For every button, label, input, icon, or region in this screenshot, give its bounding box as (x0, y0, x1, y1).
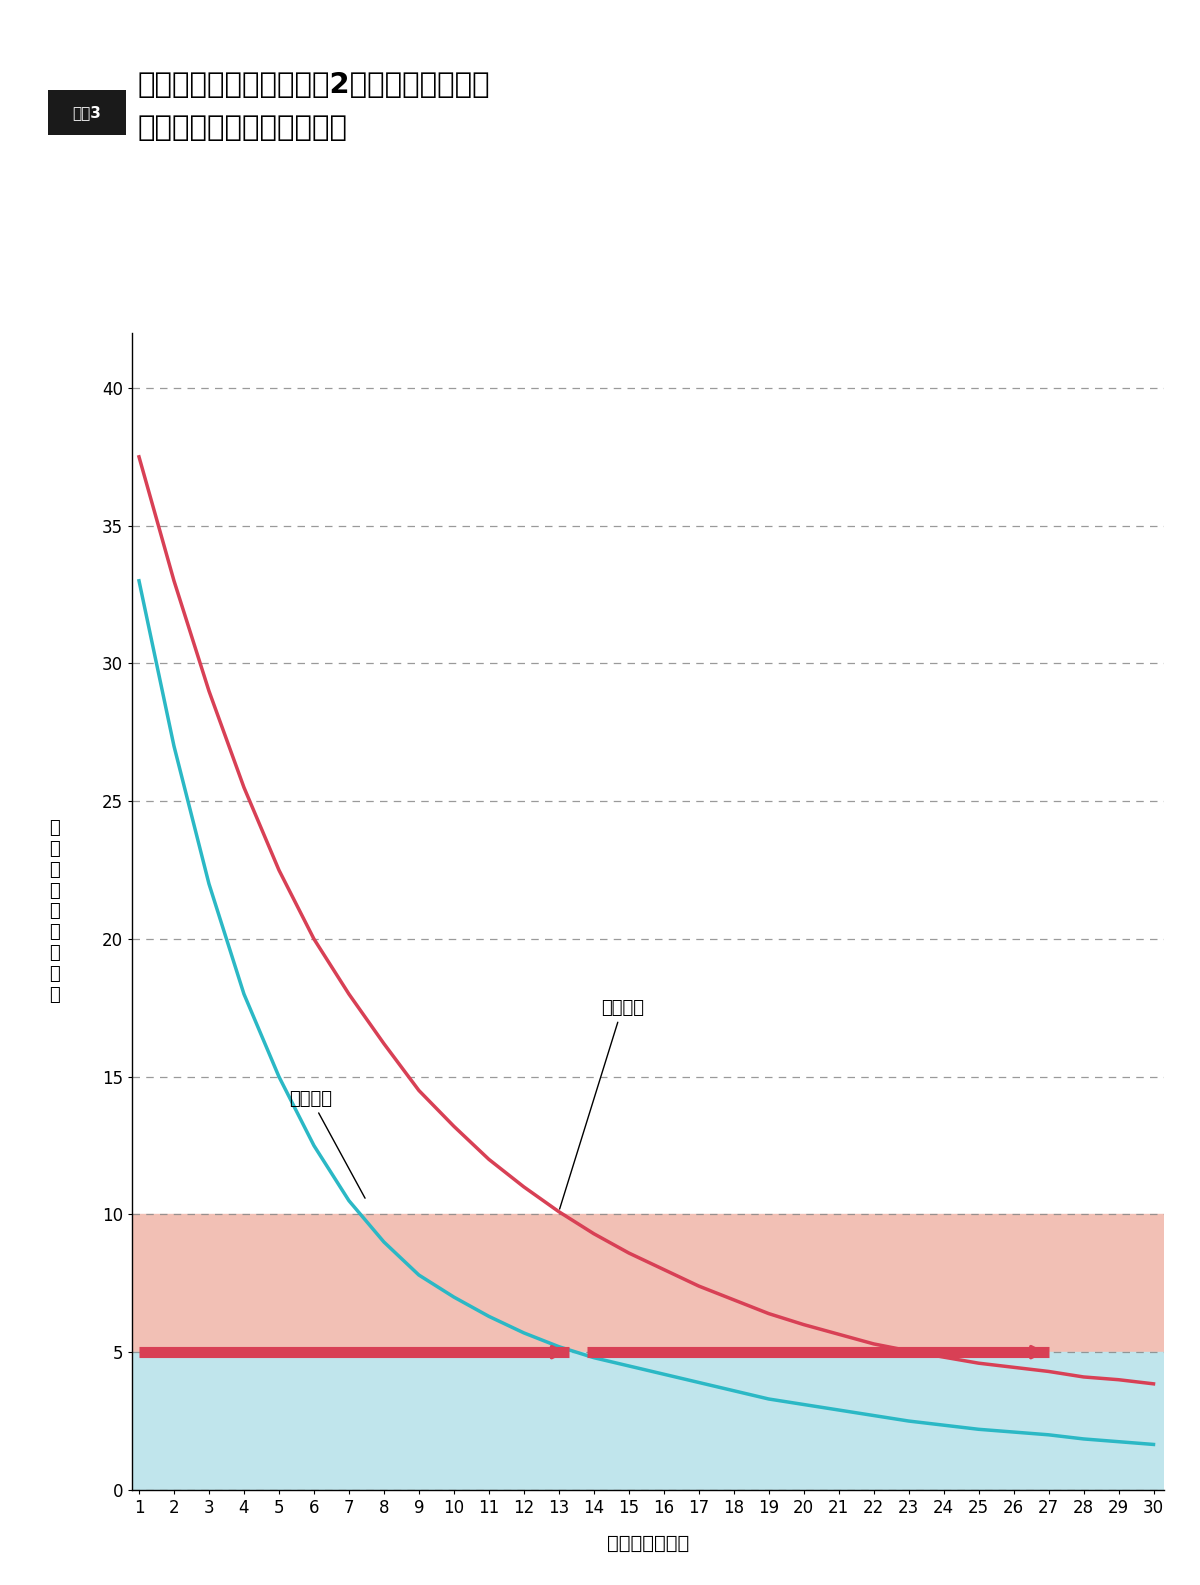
X-axis label: 運用期間（年）: 運用期間（年） (607, 1534, 689, 1553)
Text: 元本割れリスクが低下する: 元本割れリスクが低下する (138, 114, 348, 143)
Text: 元
本
割
れ
確
率
（
％
）: 元 本 割 れ 確 率 （ ％ ） (49, 819, 60, 1003)
Bar (132, 1352, 1164, 1490)
Text: 一括投資: 一括投資 (289, 1090, 365, 1198)
Text: 図表3: 図表3 (72, 105, 102, 120)
Text: 分割投資は一括投資の約2倍の期間をかけて: 分割投資は一括投資の約2倍の期間をかけて (138, 71, 491, 100)
Bar (132, 1214, 1164, 1490)
Text: 分割投資: 分割投資 (559, 999, 643, 1209)
